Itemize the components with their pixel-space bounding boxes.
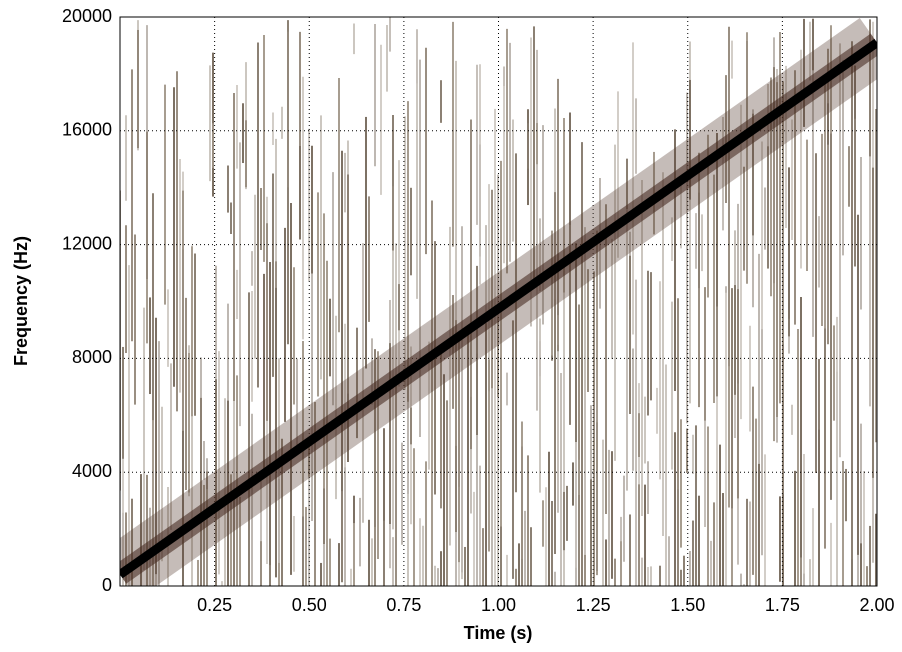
y-tick-label: 20000 [62,6,112,26]
x-tick-label: 0.75 [386,595,421,615]
x-axis-label: Time (s) [464,623,533,643]
x-tick-label: 2.00 [859,595,894,615]
line [120,38,877,579]
y-tick-label: 4000 [72,461,112,481]
y-tick-label: 16000 [62,120,112,140]
spectrogram-texture [120,17,877,586]
x-tick-label: 0.50 [292,595,327,615]
y-tick-label: 0 [102,575,112,595]
marks [120,18,877,586]
labels: 0.25 0.50 0.75 1.00 1.25 1.50 1.75 2.00 0 4000 800… [62,6,895,615]
x-tick-label: 1.50 [670,595,705,615]
x-tick-label: 1.75 [765,595,800,615]
plot-frame [119,16,878,587]
x-tick-label: 1.00 [481,595,516,615]
x-tick-label: 0.25 [197,595,232,615]
y-tick-label: 8000 [72,347,112,367]
x-tick-label: 1.25 [576,595,611,615]
y-tick-label: 12000 [62,233,112,253]
y-axis-label: Frequency (Hz) [11,236,31,366]
